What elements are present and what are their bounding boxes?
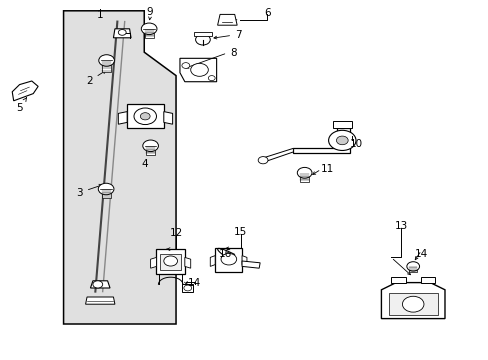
Circle shape <box>258 157 267 164</box>
Text: 3: 3 <box>76 184 102 198</box>
Text: 13: 13 <box>393 221 407 231</box>
Text: 11: 11 <box>320 164 334 174</box>
Circle shape <box>99 55 114 66</box>
Polygon shape <box>12 81 38 101</box>
Text: 14: 14 <box>187 278 201 288</box>
Polygon shape <box>180 58 216 82</box>
Polygon shape <box>217 14 237 25</box>
Bar <box>388 293 437 315</box>
Polygon shape <box>90 281 110 288</box>
Polygon shape <box>332 121 351 128</box>
Circle shape <box>328 130 355 150</box>
Polygon shape <box>85 297 115 304</box>
Circle shape <box>190 63 208 76</box>
Polygon shape <box>163 112 172 124</box>
Circle shape <box>118 30 126 35</box>
Polygon shape <box>210 256 215 266</box>
Circle shape <box>134 108 156 125</box>
Polygon shape <box>420 277 434 283</box>
Polygon shape <box>242 256 246 266</box>
Polygon shape <box>102 189 110 198</box>
Polygon shape <box>146 146 155 155</box>
Bar <box>156 249 184 274</box>
Text: 8: 8 <box>230 48 237 58</box>
Polygon shape <box>381 283 444 319</box>
Circle shape <box>183 285 191 291</box>
Polygon shape <box>390 277 405 283</box>
Circle shape <box>208 76 215 81</box>
Text: 12: 12 <box>169 228 183 238</box>
Circle shape <box>336 136 347 145</box>
Text: 9: 9 <box>146 7 153 17</box>
Polygon shape <box>182 284 193 292</box>
Text: 14: 14 <box>414 249 427 259</box>
Bar <box>127 104 163 128</box>
Polygon shape <box>102 60 111 72</box>
Polygon shape <box>144 29 153 38</box>
Text: 5: 5 <box>16 98 26 113</box>
Circle shape <box>221 253 236 265</box>
Text: 1: 1 <box>97 10 103 21</box>
Circle shape <box>142 140 158 152</box>
Circle shape <box>182 63 189 68</box>
Polygon shape <box>408 266 416 272</box>
Circle shape <box>163 256 177 266</box>
Circle shape <box>93 281 102 288</box>
Polygon shape <box>300 173 308 182</box>
Text: 6: 6 <box>264 8 270 18</box>
Circle shape <box>406 262 419 271</box>
Bar <box>215 248 242 272</box>
Circle shape <box>98 183 114 195</box>
Text: 7: 7 <box>235 30 242 40</box>
Bar <box>160 254 181 270</box>
Polygon shape <box>113 29 131 38</box>
Circle shape <box>402 296 423 312</box>
Bar <box>194 32 211 36</box>
Polygon shape <box>261 148 293 162</box>
Text: 2: 2 <box>86 71 106 86</box>
Text: 15: 15 <box>233 227 247 237</box>
Text: 10: 10 <box>349 139 362 149</box>
Polygon shape <box>242 261 260 268</box>
Polygon shape <box>150 257 156 268</box>
Polygon shape <box>293 128 349 153</box>
Polygon shape <box>184 257 190 268</box>
Text: 4: 4 <box>141 144 151 169</box>
Circle shape <box>141 23 157 35</box>
Circle shape <box>297 167 311 178</box>
Circle shape <box>140 113 150 120</box>
Polygon shape <box>63 11 176 324</box>
Text: 16: 16 <box>219 249 232 259</box>
Circle shape <box>195 34 210 45</box>
Polygon shape <box>118 112 127 124</box>
